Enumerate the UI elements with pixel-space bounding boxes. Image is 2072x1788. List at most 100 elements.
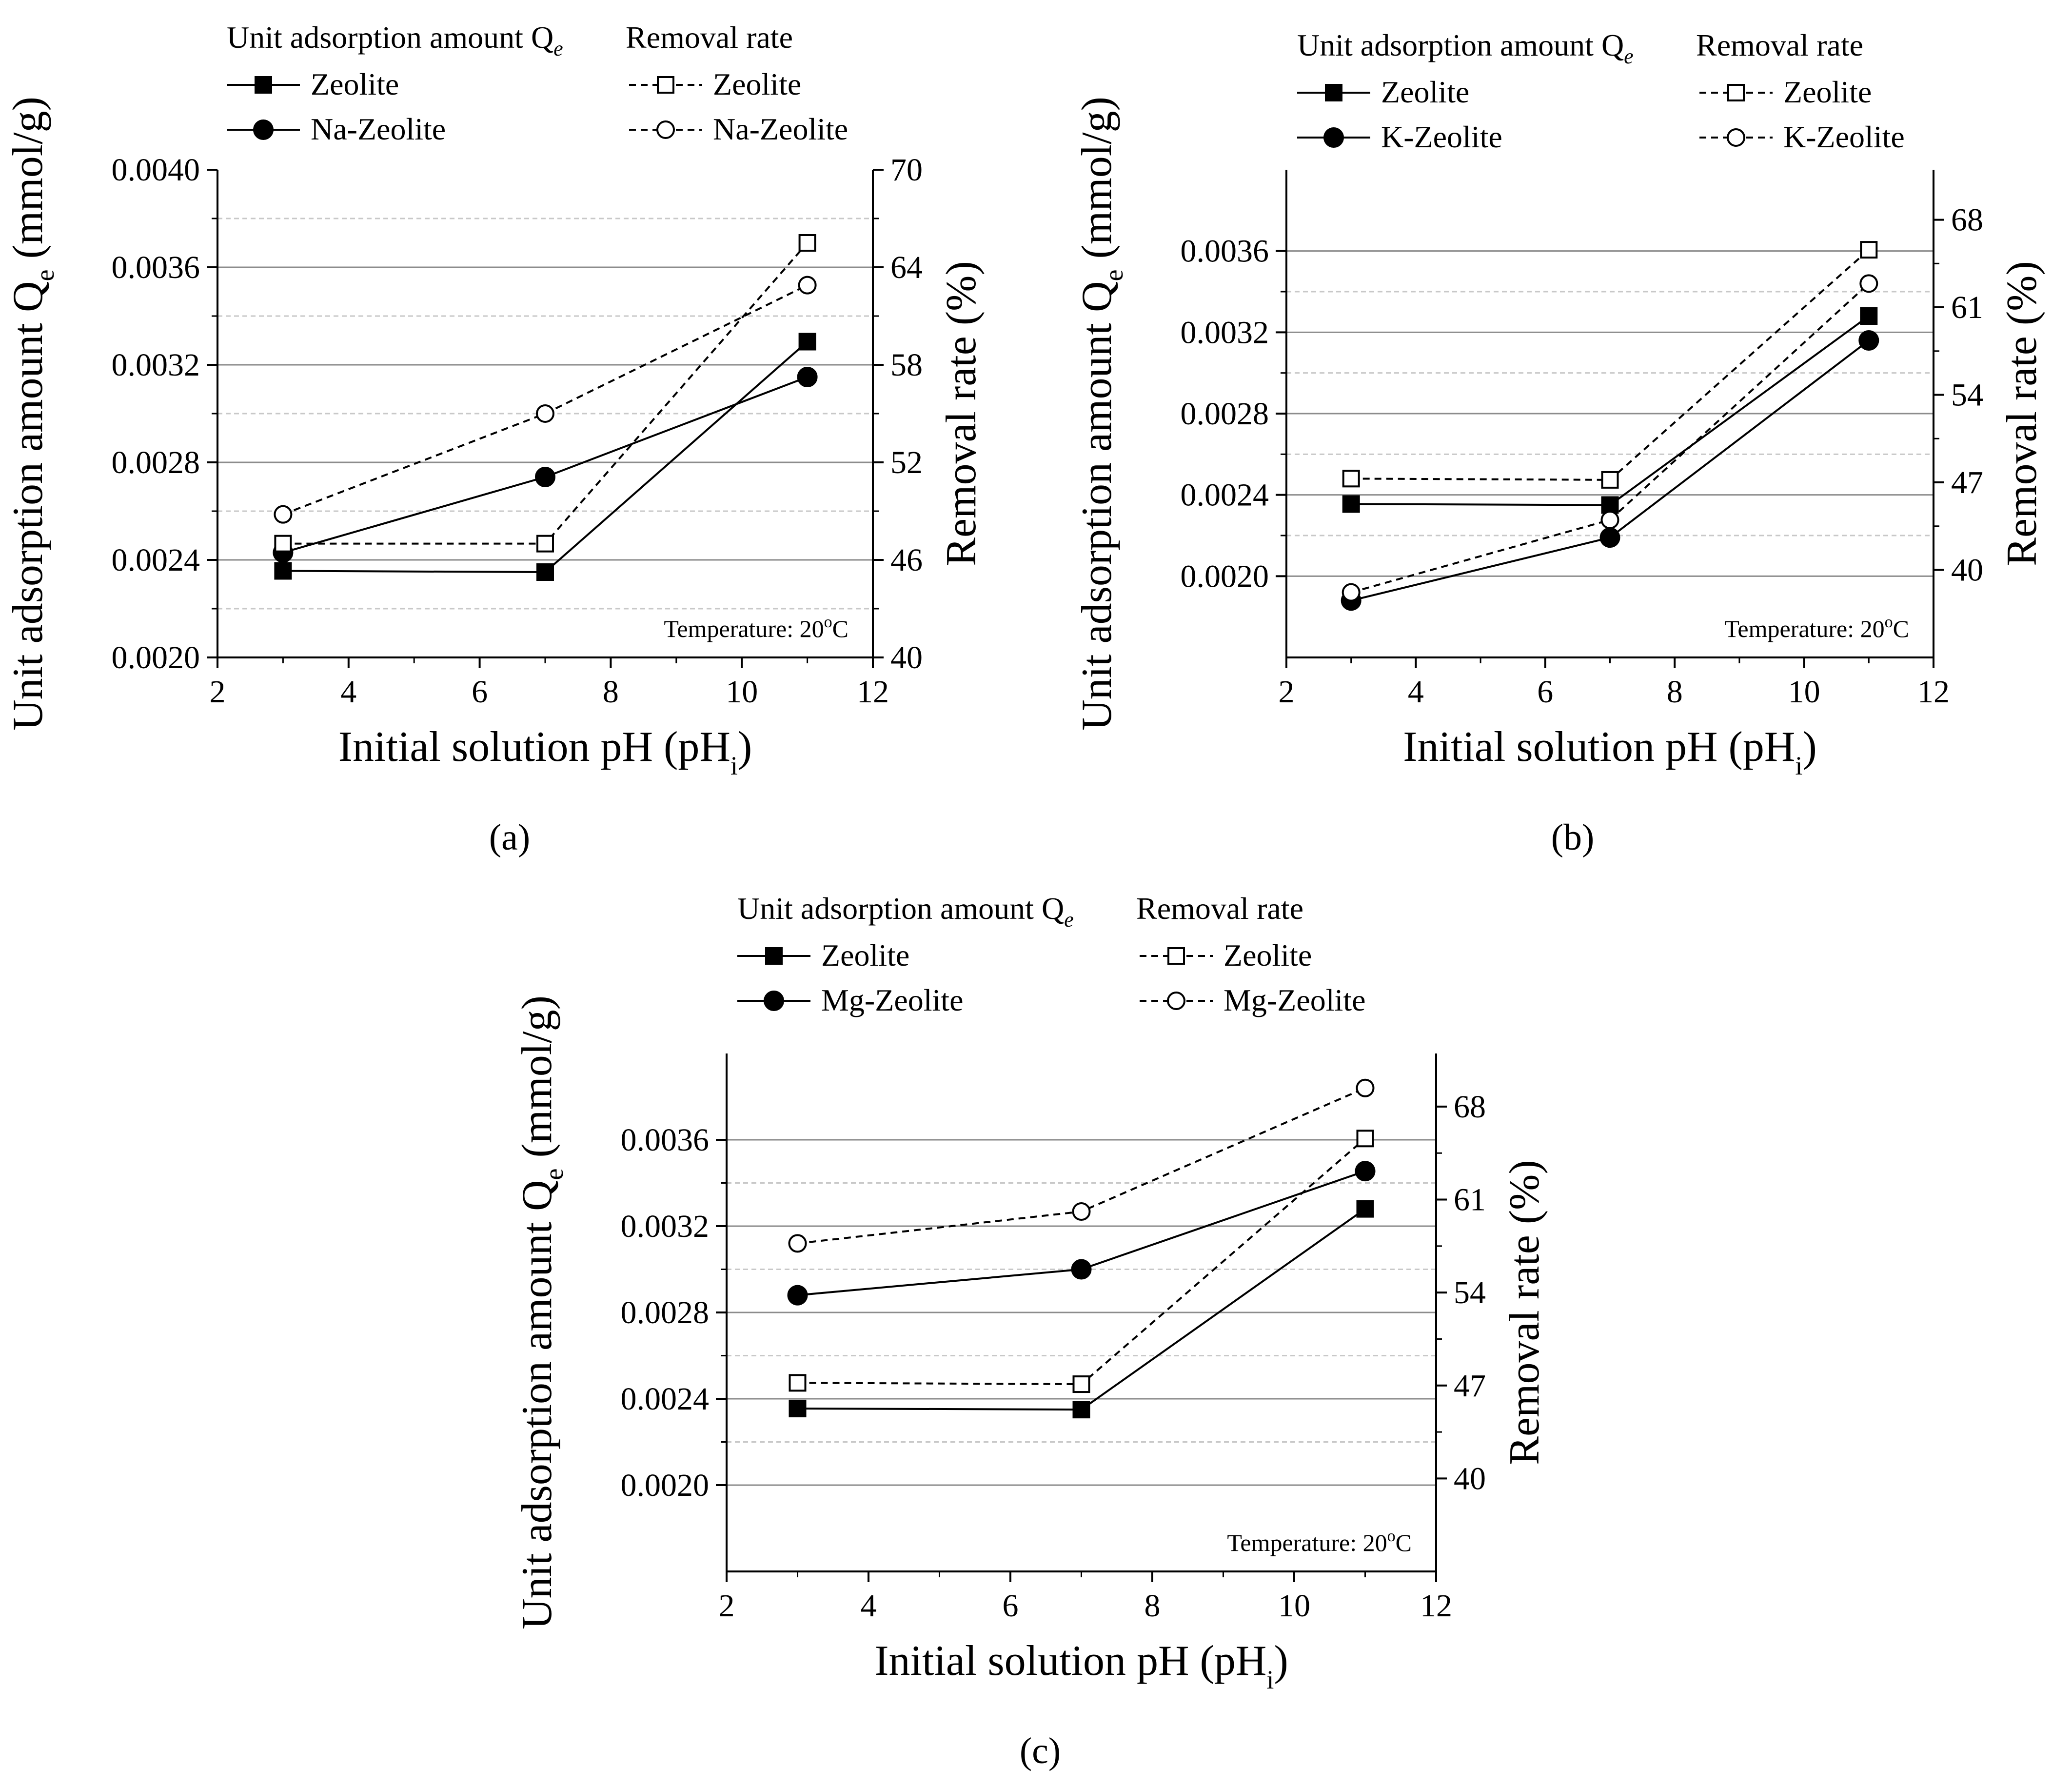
legend-label-2: Mg-Zeolite bbox=[821, 983, 963, 1017]
x-tick-label: 2 bbox=[719, 1588, 735, 1624]
legend-header-right: Removal rate bbox=[1136, 891, 1303, 926]
panel-label: (c) bbox=[1020, 1730, 1061, 1771]
legend-marker-3 bbox=[1727, 128, 1745, 147]
y-left-tick-label: 0.0032 bbox=[1181, 315, 1269, 350]
temperature-note: Temperature: 20oC bbox=[1724, 613, 1909, 642]
data-point-0-2 bbox=[1860, 307, 1878, 325]
y-left-tick-label: 0.0024 bbox=[112, 542, 200, 578]
legend: Unit adsorption amount Qe Removal rate Zeo… bbox=[227, 20, 848, 146]
data-point-2-2 bbox=[1356, 1130, 1374, 1148]
x-axis-title: Initial solution pH (pHi) bbox=[1403, 723, 1817, 780]
data-point-2-0 bbox=[789, 1374, 807, 1392]
x-tick-label: 8 bbox=[1145, 1588, 1161, 1624]
data-point-3-0 bbox=[274, 505, 293, 524]
x-axis-title-close: ) bbox=[1274, 1637, 1288, 1685]
legend-marker-2 bbox=[1323, 127, 1344, 148]
x-tick-label: 4 bbox=[861, 1588, 877, 1624]
y-right-tick-label: 40 bbox=[1454, 1461, 1486, 1496]
data-point-0-0 bbox=[1342, 495, 1360, 513]
y-left-tick-label: 0.0032 bbox=[621, 1209, 710, 1244]
x-tick-label: 10 bbox=[726, 674, 758, 710]
y-left-axis-title-sub: e bbox=[1099, 269, 1128, 281]
series-line-2 bbox=[1351, 249, 1870, 481]
y-left-tick-label: 0.0036 bbox=[621, 1122, 710, 1158]
legend-header-left-sub: e bbox=[1064, 908, 1074, 932]
temperature-degree: o bbox=[1387, 1527, 1396, 1545]
y-right-tick-label: 46 bbox=[890, 542, 923, 578]
y-right-tick-label: 61 bbox=[1951, 290, 1983, 325]
data-point-0-1 bbox=[1601, 496, 1619, 514]
legend-header-right: Removal rate bbox=[626, 20, 793, 55]
y-left-tick-label: 0.0040 bbox=[112, 152, 200, 188]
y-left-tick-label: 0.0028 bbox=[112, 445, 200, 480]
legend-label-2: K-Zeolite bbox=[1381, 119, 1502, 154]
x-axis-title: Initial solution pH (pHi) bbox=[338, 723, 752, 780]
data-point-3-2 bbox=[1356, 1078, 1375, 1097]
temperature-unit: C bbox=[1396, 1529, 1412, 1556]
x-axis-title-sub: i bbox=[1795, 751, 1802, 780]
chart-panel-a: 2 4 6 8 10 120.00200.00240.00280.00320.00360.… bbox=[4, 20, 985, 858]
legend-label-3: Mg-Zeolite bbox=[1223, 983, 1365, 1017]
y-left-tick-label: 0.0028 bbox=[621, 1295, 710, 1331]
chart-panel-c: 2 4 6 8 10 120.00200.00240.00280.00320.003640… bbox=[513, 891, 1548, 1771]
data-point-0-2 bbox=[798, 333, 816, 351]
y-right-axis-title: Removal rate (%) bbox=[1501, 1160, 1548, 1465]
x-axis-title-text: Initial solution pH (pH bbox=[874, 1637, 1266, 1685]
x-tick-label: 12 bbox=[857, 674, 889, 710]
y-left-tick-label: 0.0020 bbox=[621, 1468, 710, 1503]
data-point-3-1 bbox=[536, 404, 554, 423]
legend-marker-3 bbox=[656, 120, 675, 139]
y-right-tick-label: 68 bbox=[1454, 1089, 1486, 1125]
y-right-tick-label: 40 bbox=[890, 640, 923, 675]
x-axis-title-sub: i bbox=[1266, 1665, 1274, 1694]
y-left-tick-label: 0.0028 bbox=[1181, 396, 1269, 432]
y-left-axis-title: Unit adsorption amount Qe (mmol/g) bbox=[1073, 97, 1128, 731]
data-point-1-0 bbox=[787, 1285, 808, 1306]
y-left-tick-label: 0.0020 bbox=[112, 640, 200, 675]
legend-label-0: Zeolite bbox=[1381, 75, 1469, 109]
y-left-axis-title-sub: e bbox=[539, 1168, 569, 1180]
data-point-0-1 bbox=[536, 563, 554, 581]
data-point-3-2 bbox=[798, 276, 817, 295]
y-right-tick-label: 40 bbox=[1951, 553, 1983, 588]
temperature-unit: C bbox=[1893, 615, 1909, 642]
temperature-text: Temperature: 20 bbox=[1724, 615, 1884, 642]
y-left-axis-title-unit: (mmol/g) bbox=[513, 995, 561, 1168]
legend-header-left-sub: e bbox=[553, 37, 563, 60]
data-point-1-2 bbox=[1355, 1161, 1376, 1182]
x-tick-label: 6 bbox=[472, 674, 488, 710]
y-right-tick-label: 61 bbox=[1454, 1182, 1486, 1218]
data-point-3-1 bbox=[1600, 510, 1619, 529]
legend: Unit adsorption amount Qe Removal rate Zeo… bbox=[1297, 28, 1905, 154]
panel-label: (b) bbox=[1551, 817, 1595, 858]
series-line-1 bbox=[1351, 339, 1870, 602]
y-right-tick-label: 54 bbox=[1951, 377, 1983, 413]
legend-marker-0 bbox=[255, 76, 272, 94]
legend-label-1: Zeolite bbox=[713, 67, 801, 101]
data-point-2-0 bbox=[274, 535, 292, 553]
legend-header-left: Unit adsorption amount Qe bbox=[1297, 28, 1634, 68]
legend-header-left-text: Unit adsorption amount Q bbox=[1297, 28, 1624, 62]
x-tick-label: 4 bbox=[340, 674, 356, 710]
y-left-axis-title-text: Unit adsorption amount Q bbox=[4, 281, 52, 730]
y-left-tick-label: 0.0024 bbox=[1181, 477, 1269, 513]
data-point-2-2 bbox=[798, 234, 816, 252]
y-left-axis-title: Unit adsorption amount Qe (mmol/g) bbox=[4, 97, 59, 731]
legend-marker-3 bbox=[1167, 992, 1185, 1010]
temperature-text: Temperature: 20 bbox=[1227, 1529, 1387, 1556]
data-point-1-1 bbox=[1599, 527, 1620, 548]
y-left-axis-title-sub: e bbox=[30, 269, 59, 281]
series-line-2 bbox=[283, 242, 809, 545]
x-tick-label: 2 bbox=[1279, 674, 1295, 710]
legend: Unit adsorption amount Qe Removal rate Zeo… bbox=[737, 891, 1365, 1017]
x-axis-title-text: Initial solution pH (pH bbox=[338, 723, 730, 771]
legend-marker-1 bbox=[1727, 84, 1745, 101]
data-point-3-0 bbox=[788, 1234, 807, 1253]
data-point-1-2 bbox=[1858, 330, 1879, 351]
legend-header-right: Removal rate bbox=[1696, 28, 1863, 62]
y-left-tick-label: 0.0032 bbox=[112, 347, 200, 383]
temperature-text: Temperature: 20 bbox=[664, 615, 824, 642]
legend-header-left: Unit adsorption amount Qe bbox=[737, 891, 1074, 932]
legend-header-left-sub: e bbox=[1624, 44, 1634, 68]
